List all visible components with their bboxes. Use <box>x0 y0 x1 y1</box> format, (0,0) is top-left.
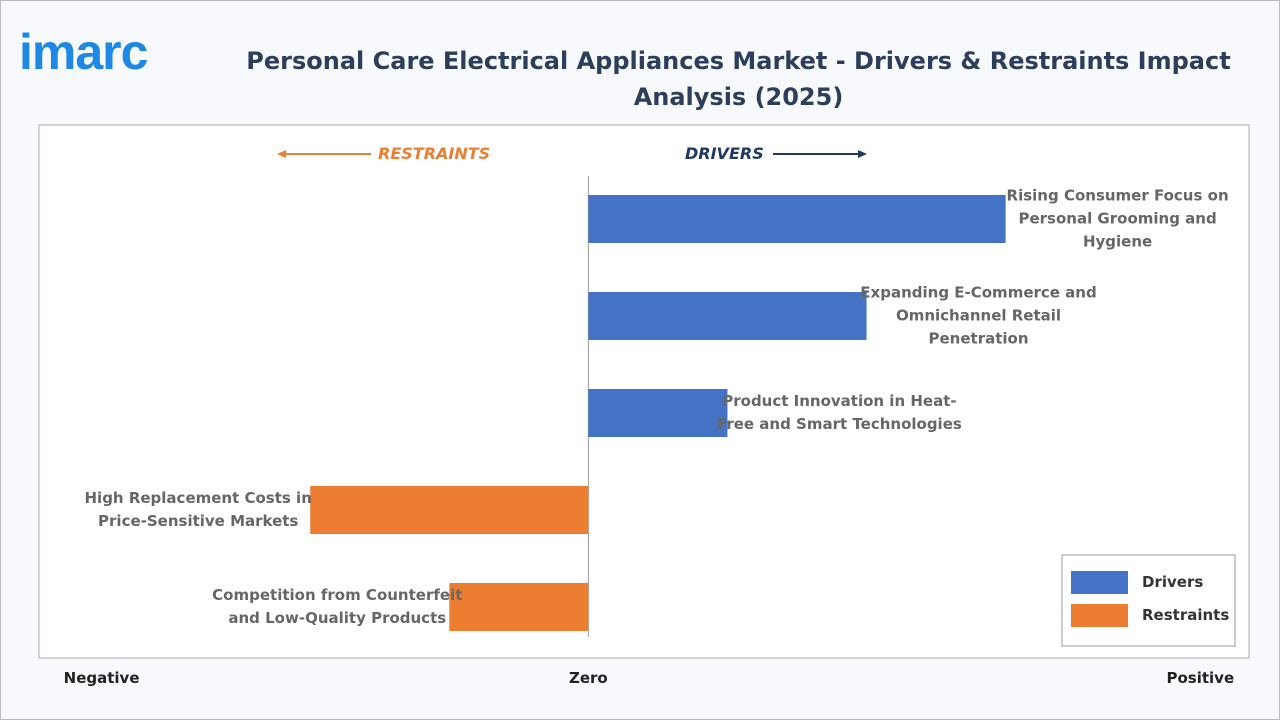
logo: imarc <box>19 24 148 80</box>
legend-box <box>1061 554 1236 647</box>
bar <box>588 195 1006 243</box>
chart-title: Personal Care Electrical Appliances Mark… <box>246 47 1231 111</box>
bar <box>449 583 589 631</box>
bar <box>310 486 589 534</box>
bar <box>588 389 728 437</box>
x-tick-label: Negative <box>63 669 140 687</box>
arrow-head <box>858 150 867 158</box>
category-label: Rising Consumer Focus on Personal Groomi… <box>1006 186 1229 251</box>
x-tick-label: Positive <box>1166 669 1235 687</box>
bar <box>588 292 867 340</box>
category-label: Competition from Counterfeit and Low-Qua… <box>212 586 463 627</box>
arrow-head <box>277 150 286 158</box>
category-label: High Replacement Costs in Price-Sensitiv… <box>84 489 312 530</box>
annotation: RESTRAINTS <box>378 144 491 163</box>
category-label: Product Innovation in Heat-Free and Smar… <box>717 392 962 433</box>
legend-swatch <box>1071 571 1128 594</box>
legend-label: Restraints <box>1142 606 1230 624</box>
category-label: Expanding E-Commerce and Omnichannel Ret… <box>860 283 1097 348</box>
x-tick-label: Zero <box>568 669 608 687</box>
legend-swatch <box>1071 604 1128 627</box>
legend-label: Drivers <box>1142 573 1204 591</box>
annotation: DRIVERS <box>685 144 764 163</box>
